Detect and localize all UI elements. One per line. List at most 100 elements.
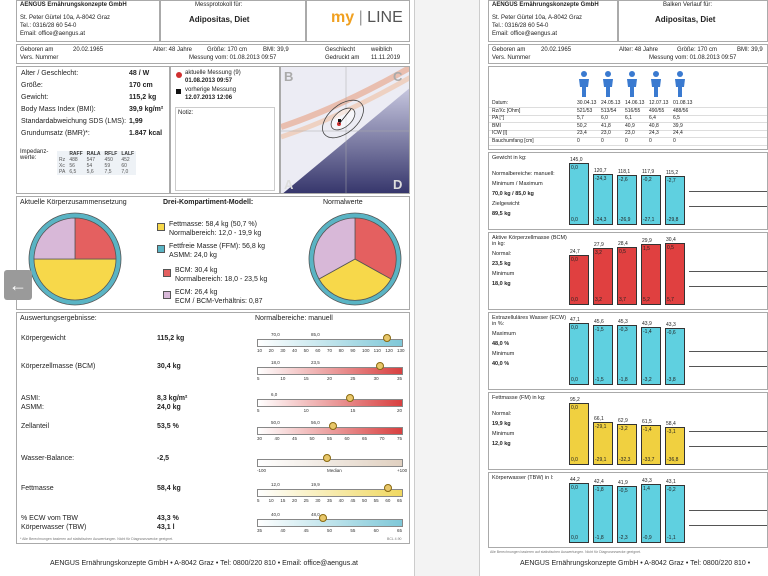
r-panel-bar [665, 243, 685, 305]
r-panel-bar [569, 323, 589, 385]
r-panel-ref-line [689, 430, 767, 432]
r-panel-top-value: 115,2 [666, 170, 679, 176]
r-table-row-key: Bauchumfang [cm] [492, 137, 534, 144]
legend-ffm-line1: Fettfreie Masse (FFM): 56,8 kg [169, 243, 266, 250]
r-panel-diff-value: 0,0 [571, 485, 578, 491]
r-panel-bottom-value: 0,0 [571, 297, 578, 303]
r-table-cell: 6,1 [625, 115, 632, 121]
result-bar [257, 399, 403, 407]
result-value-2: 43,1 l [157, 524, 175, 531]
logo-line: LINE [367, 9, 403, 26]
r-table-divider [489, 129, 767, 131]
height-value: Größe: 170 cm [207, 47, 248, 53]
legend-ecm-swatch [163, 291, 171, 299]
r-panel-side: Normal: [492, 411, 512, 417]
r-panel-bottom-value: 0,0 [571, 535, 578, 541]
r-panel-bottom-value: -3,8 [667, 377, 676, 383]
person-icon [673, 71, 687, 97]
vector-graph-svg [281, 67, 409, 193]
r-panel-bottom-value: -33,7 [643, 457, 655, 463]
result-tick-label: 20 [327, 376, 333, 381]
result-bar [257, 519, 403, 527]
r-panel-side: 12,0 kg [492, 441, 511, 447]
r-panel-top-value: 28,4 [618, 241, 628, 247]
r-panel-diff-value: 1,5 [643, 246, 650, 252]
result-label-2: Körperwasser (TBW) [21, 524, 87, 531]
r-patient-name: Adipositas, Diet [655, 15, 716, 24]
result-tick-label: 25 [350, 376, 356, 381]
r-table-cell: 6,0 [601, 115, 608, 121]
r-panel-bottom-value: 5,2 [643, 297, 650, 303]
current-marker-icon [176, 72, 182, 78]
normal-composition-pie [308, 212, 402, 306]
result-marker [375, 362, 384, 370]
result-marker [318, 514, 327, 522]
r-panel: Gewicht in kg: Normalbereiche: manuell: Mi… [488, 152, 768, 230]
r-panel-top-value: 45,3 [618, 319, 628, 325]
result-tick-label: 130 [397, 348, 405, 353]
r-panel-side: Normal: [492, 251, 512, 257]
r-panel-top-value: 66,1 [594, 416, 604, 422]
r-panel-top-value: 120,7 [594, 168, 607, 174]
r-table-cell: 23,0 [625, 130, 635, 136]
result-tick-label: 10 [257, 348, 263, 353]
r-panel-bottom-value: -26,9 [619, 217, 631, 223]
r-table-cell: 0 [577, 137, 580, 144]
stat-value: 1,99 [129, 118, 143, 125]
impedance-cell: 54 [86, 163, 93, 169]
result-label-2: ASMM: [21, 404, 44, 411]
result-ref-label: 48,0 [311, 512, 320, 517]
result-tick-label: 60 [373, 528, 379, 533]
r-panel-bottom-value: -2,3 [619, 535, 628, 541]
r-panel-diff-value: 0,0 [571, 405, 578, 411]
r-panel-top-value: 24,7 [570, 249, 580, 255]
result-tick-label: 30 [315, 498, 321, 503]
result-marker [382, 334, 391, 342]
r-panel-diff-value: -29,1 [595, 424, 607, 430]
r-panel-diff-value: -1,8 [595, 487, 604, 493]
r-panel-bottom-value: -3,2 [643, 377, 652, 383]
legend-bcm-swatch [163, 269, 171, 277]
result-tick-label: 25 [303, 498, 309, 503]
r-panel-top-value: 47,1 [570, 317, 580, 323]
result-tick-label: 50 [309, 436, 315, 441]
r-panel-top-value: 43,1 [666, 479, 676, 485]
composition-box: Aktuelle Körperzusammensetzung Drei-Komp… [16, 196, 410, 310]
result-label: Körperzellmasse (BCM) [21, 363, 96, 370]
impedance-row: PA 6,5 5,6 7,5 7,0 [57, 169, 136, 175]
r-measure-date: Messung vom: 01.08.2013 09:57 [649, 55, 737, 61]
result-tick-label: 60 [344, 436, 350, 441]
result-ref-label: 50,0 [271, 420, 280, 425]
r-table-cell: 6,5 [673, 115, 680, 121]
r-panel-bottom-value: 0,0 [571, 457, 578, 463]
r-panel-ref-line [689, 525, 767, 526]
r-vers-label: Vers. Nummer [492, 55, 531, 61]
result-tick-label: 5 [257, 408, 260, 413]
r-panel-ref-line [689, 446, 767, 448]
previous-page-arrow-button[interactable]: ← [4, 270, 32, 300]
result-tick-label: 75 [397, 436, 403, 441]
r-panel-diff-value: 3,2 [595, 250, 602, 256]
model-title: Drei-Kompartiment-Modell: [163, 199, 254, 206]
result-tick-label: 55 [373, 498, 379, 503]
r-panel-top-value: 44,2 [570, 477, 580, 483]
r-panel-bar [665, 328, 685, 385]
result-tick-label: 45 [292, 436, 298, 441]
quad-a: A [284, 177, 294, 192]
logo-my: my [331, 9, 355, 26]
result-ref-label: 18,0 [271, 360, 280, 365]
age-value: Alter: 48 Jahre [153, 47, 193, 53]
r-panel-top-value: 95,2 [570, 397, 580, 403]
result-bar [257, 489, 403, 497]
result-label: Körpergewicht [21, 335, 66, 342]
result-value: 30,4 kg [157, 363, 181, 370]
legend-ffm-line2: ASMM: 24,0 kg [169, 252, 217, 259]
r-panel-top-value: 43,3 [666, 322, 676, 328]
printed-value: 11.11.2019 [371, 55, 401, 61]
r-panel-side: Minimum [492, 271, 515, 277]
person-icon [625, 71, 639, 97]
r-panel-side: 18,0 kg [492, 281, 511, 287]
current-composition-pie [28, 212, 122, 306]
r-panel-diff-value: -1,5 [595, 327, 604, 333]
results-footnote: * Alle Berechnungen basieren auf statist… [20, 537, 174, 541]
